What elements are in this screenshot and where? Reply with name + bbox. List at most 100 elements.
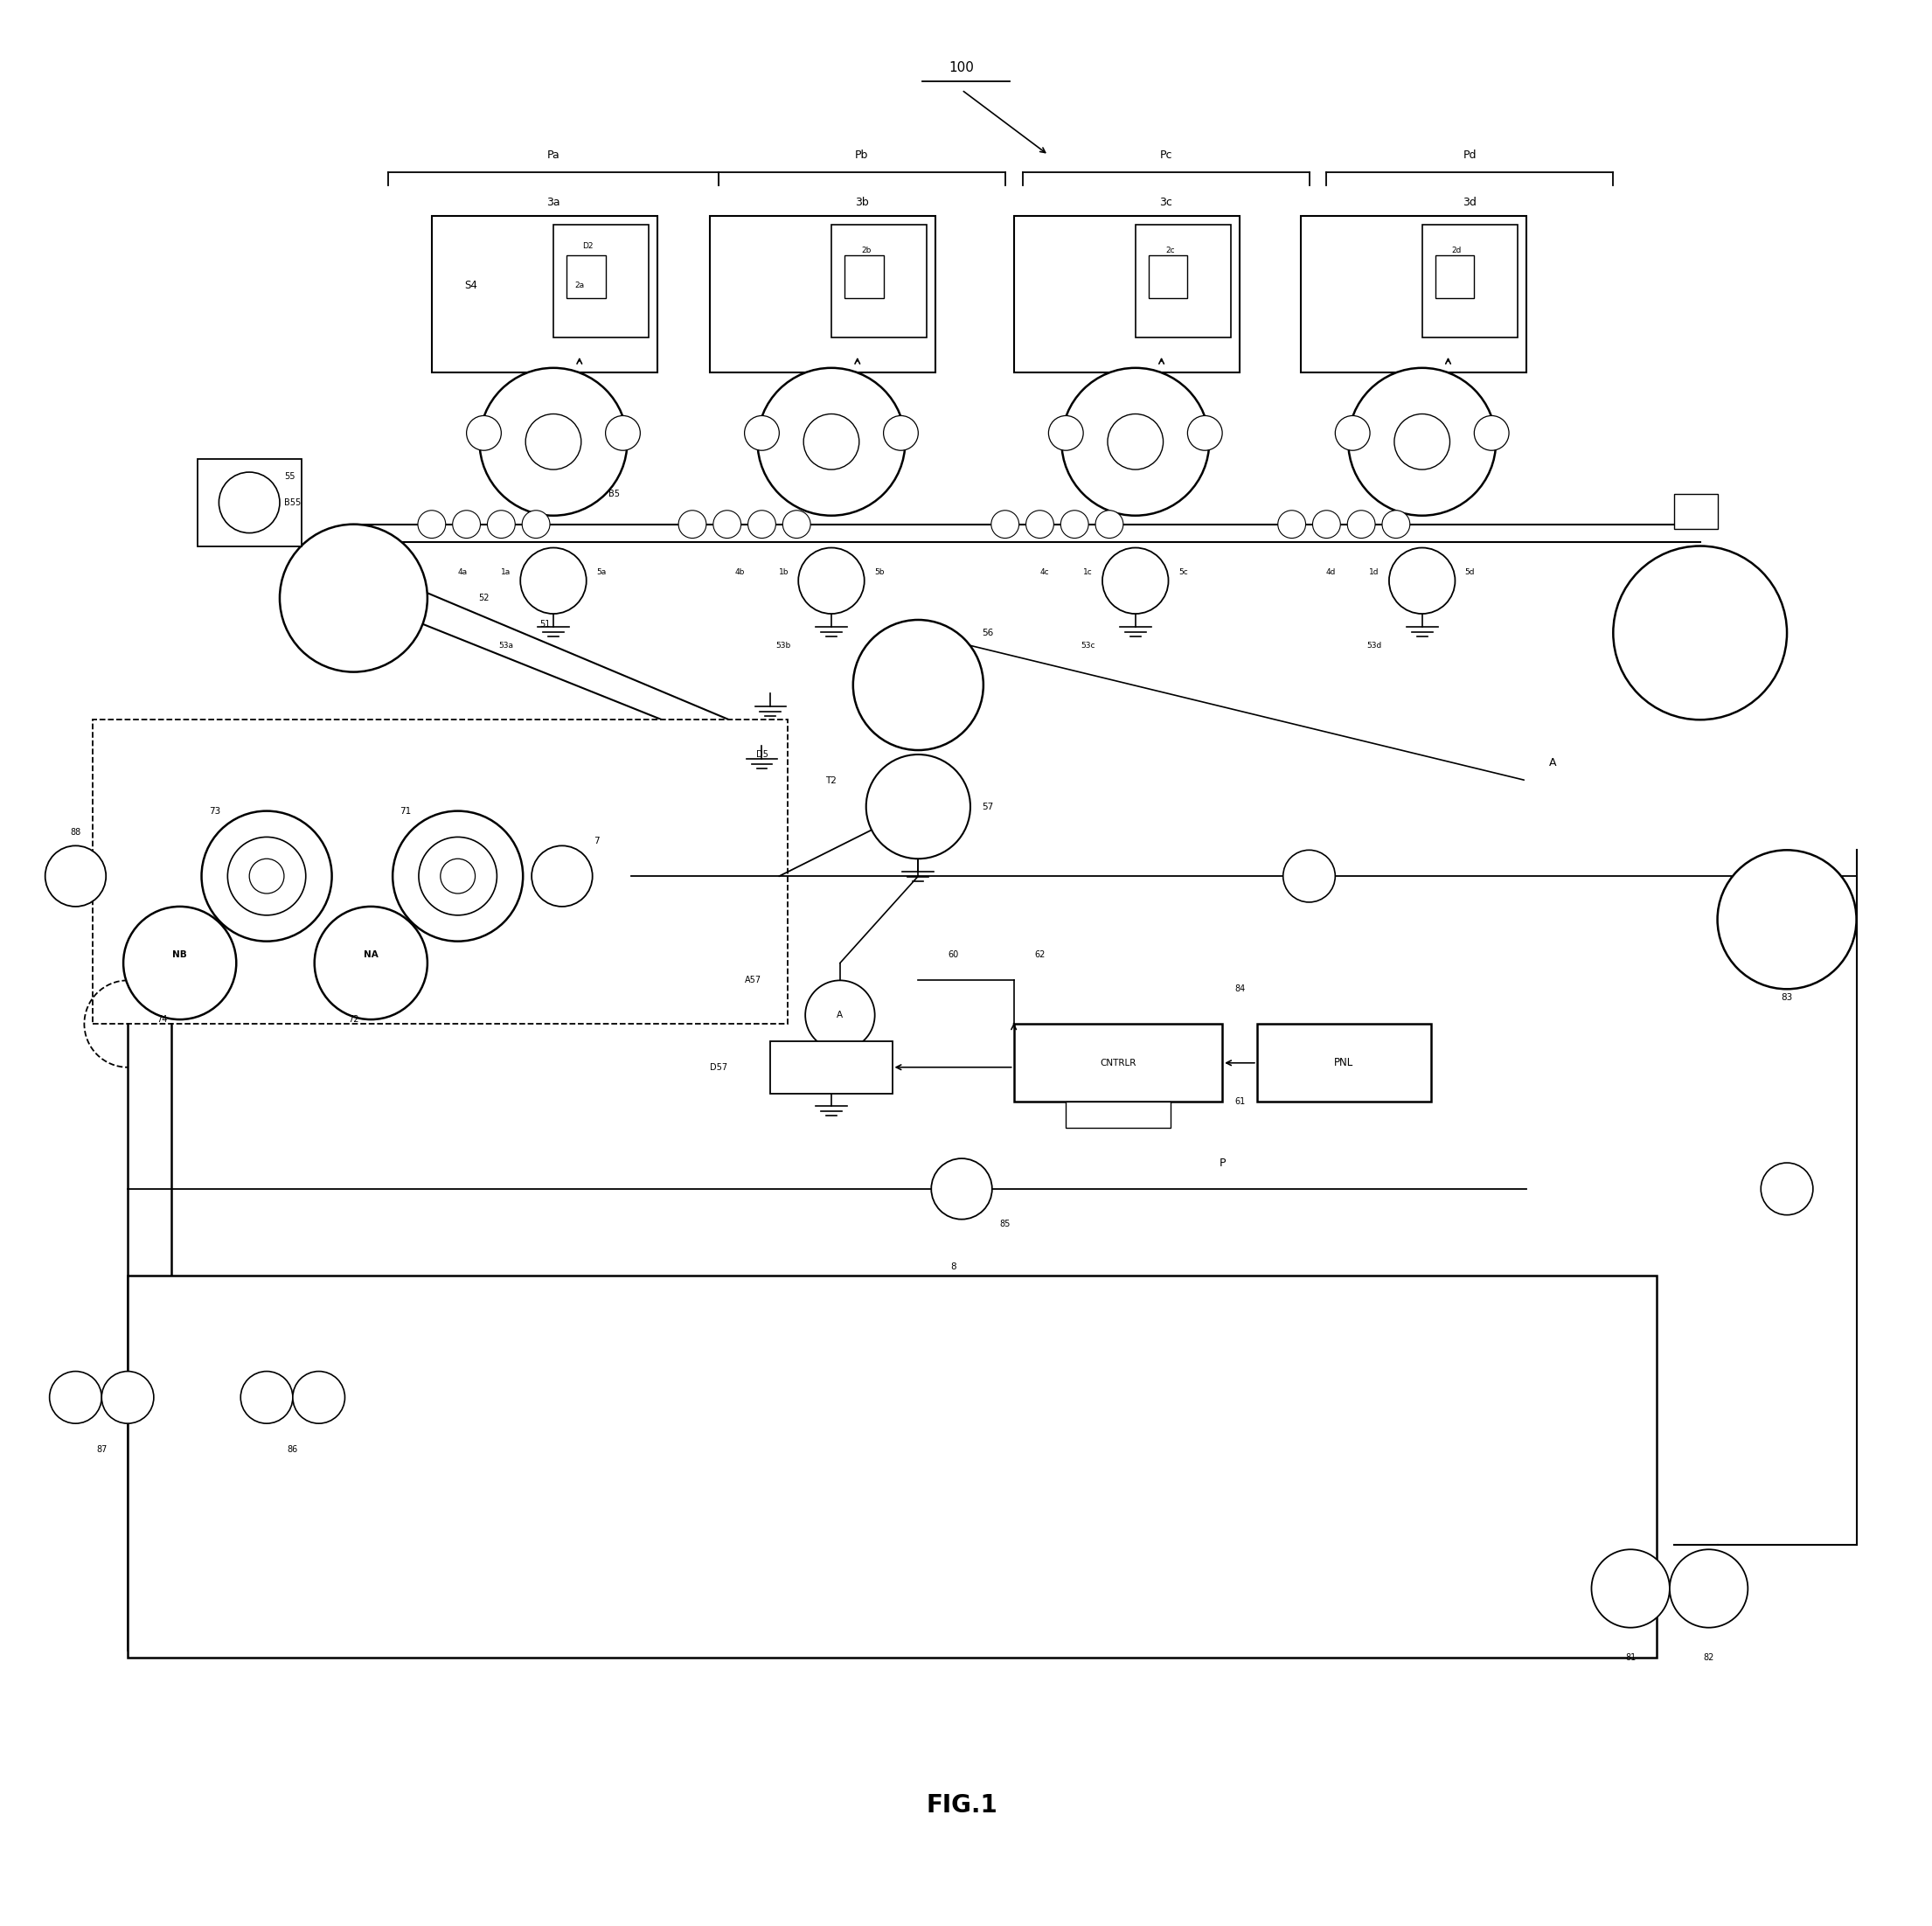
- Circle shape: [1760, 1163, 1812, 1215]
- Circle shape: [392, 811, 524, 942]
- Circle shape: [782, 510, 811, 537]
- Circle shape: [1381, 510, 1410, 537]
- Circle shape: [1061, 368, 1209, 516]
- Circle shape: [757, 368, 906, 516]
- Text: A57: A57: [746, 976, 761, 984]
- Text: 2a: 2a: [574, 281, 583, 289]
- Text: 8: 8: [951, 1263, 956, 1271]
- Circle shape: [1592, 1549, 1669, 1627]
- Text: 82: 82: [1704, 1654, 1714, 1662]
- Text: 3b: 3b: [854, 196, 869, 208]
- Text: 55: 55: [284, 472, 296, 482]
- Bar: [1148, 254, 1188, 299]
- Circle shape: [526, 414, 582, 470]
- Circle shape: [102, 1371, 155, 1423]
- Text: 5a: 5a: [597, 568, 607, 576]
- Text: 51: 51: [539, 620, 551, 628]
- Circle shape: [452, 510, 481, 537]
- Circle shape: [1026, 510, 1053, 537]
- Circle shape: [249, 859, 284, 894]
- Circle shape: [991, 510, 1018, 537]
- Circle shape: [419, 838, 497, 915]
- Circle shape: [522, 510, 551, 537]
- Circle shape: [804, 414, 860, 470]
- Circle shape: [1395, 414, 1449, 470]
- Circle shape: [218, 472, 280, 534]
- Text: 5c: 5c: [1179, 568, 1188, 576]
- Circle shape: [1095, 510, 1122, 537]
- Text: 5d: 5d: [1464, 568, 1474, 576]
- Circle shape: [440, 859, 475, 894]
- Circle shape: [1103, 547, 1169, 614]
- Circle shape: [50, 1371, 102, 1423]
- Text: Pd: Pd: [1463, 150, 1476, 160]
- Bar: [1066, 1102, 1171, 1129]
- Text: T2: T2: [825, 776, 837, 786]
- Text: 2c: 2c: [1165, 247, 1175, 254]
- Circle shape: [520, 547, 587, 614]
- Circle shape: [1283, 849, 1335, 901]
- Text: 53c: 53c: [1080, 641, 1095, 649]
- Circle shape: [1389, 547, 1455, 614]
- Circle shape: [1669, 1549, 1748, 1627]
- Text: 71: 71: [400, 807, 412, 815]
- Circle shape: [1474, 416, 1509, 451]
- Circle shape: [242, 1371, 294, 1423]
- Text: 4a: 4a: [458, 568, 468, 576]
- Circle shape: [44, 846, 106, 907]
- Text: 86: 86: [288, 1444, 298, 1454]
- Text: 81: 81: [1625, 1654, 1636, 1662]
- Circle shape: [315, 907, 427, 1019]
- Text: CNTRLR: CNTRLR: [1099, 1059, 1136, 1067]
- Text: NB: NB: [172, 950, 187, 959]
- Circle shape: [294, 1371, 346, 1423]
- Bar: [566, 254, 605, 299]
- Circle shape: [1061, 510, 1088, 537]
- Circle shape: [678, 510, 707, 537]
- Bar: [1673, 493, 1718, 528]
- Circle shape: [417, 510, 446, 537]
- Circle shape: [228, 838, 305, 915]
- Text: 2b: 2b: [862, 247, 871, 254]
- Text: 1d: 1d: [1370, 568, 1379, 576]
- Circle shape: [744, 416, 779, 451]
- Circle shape: [713, 510, 742, 537]
- Text: 52: 52: [479, 593, 489, 603]
- Text: FIG.1: FIG.1: [925, 1793, 997, 1818]
- Text: D57: D57: [709, 1063, 726, 1071]
- Bar: [1435, 254, 1474, 299]
- Text: 53a: 53a: [498, 641, 514, 649]
- Bar: [128, 1275, 1656, 1658]
- Text: D2: D2: [583, 243, 593, 250]
- Text: D5: D5: [755, 749, 767, 759]
- Circle shape: [487, 510, 516, 537]
- Text: 53b: 53b: [777, 641, 790, 649]
- Text: Pa: Pa: [547, 150, 560, 160]
- Circle shape: [531, 846, 593, 907]
- Text: 53d: 53d: [1366, 641, 1381, 649]
- Circle shape: [1335, 416, 1370, 451]
- Circle shape: [479, 368, 628, 516]
- Bar: [709, 216, 935, 372]
- Text: 85: 85: [999, 1219, 1010, 1229]
- Text: 62: 62: [1034, 950, 1045, 959]
- Text: 3a: 3a: [547, 196, 560, 208]
- Text: 7: 7: [593, 838, 599, 846]
- Text: Pc: Pc: [1159, 150, 1173, 160]
- Circle shape: [1718, 849, 1857, 990]
- Text: 100: 100: [949, 62, 974, 75]
- Text: 1c: 1c: [1084, 568, 1092, 576]
- Circle shape: [1349, 368, 1495, 516]
- Circle shape: [201, 811, 332, 942]
- Text: 61: 61: [1235, 1098, 1244, 1106]
- Circle shape: [466, 416, 500, 451]
- Text: 88: 88: [70, 828, 81, 838]
- Bar: [1300, 216, 1526, 372]
- Circle shape: [748, 510, 777, 537]
- Bar: [771, 1042, 893, 1094]
- Text: 83: 83: [1781, 994, 1793, 1002]
- Text: 60: 60: [947, 950, 958, 959]
- Circle shape: [1188, 416, 1223, 451]
- Text: 72: 72: [348, 1015, 359, 1025]
- Circle shape: [1049, 416, 1084, 451]
